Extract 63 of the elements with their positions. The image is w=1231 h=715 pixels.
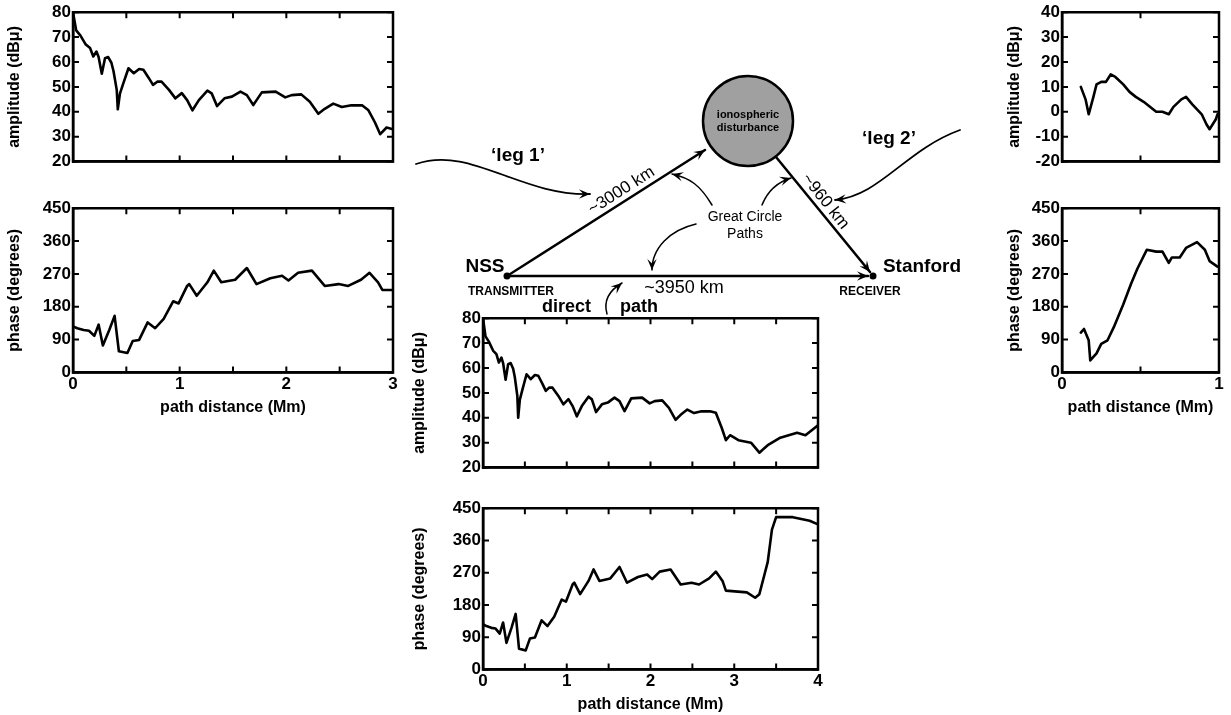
y-tick-label: 60: [52, 51, 71, 71]
text: NSS: [465, 254, 505, 276]
x-tick-label: 3: [729, 671, 739, 691]
y-tick-label: 30: [52, 126, 71, 146]
y-axis-title: amplitude (dBμ): [410, 332, 428, 454]
x-tick-label: 1: [562, 671, 572, 691]
y-tick-label: 50: [462, 382, 481, 402]
y-tick-label: 180: [452, 594, 481, 614]
x-tick-label: 4: [813, 671, 824, 691]
y-tick-label: 270: [42, 263, 71, 283]
x-axis-title: path distance (Mm): [1067, 397, 1214, 415]
x-tick-label: 2: [281, 374, 292, 394]
y-axis-title: amplitude (dBμ): [1005, 26, 1023, 148]
x-tick-label: 2: [645, 671, 656, 691]
y-tick-label: 360: [1031, 230, 1060, 250]
y-tick-label: 40: [52, 101, 71, 121]
y-tick-label: 40: [1041, 1, 1060, 21]
y-tick-label: 360: [42, 230, 71, 250]
text: ionospheric disturbance: [715, 107, 781, 135]
y-tick-label: 10: [1041, 76, 1060, 96]
text: Great Circle Paths: [706, 208, 784, 242]
y-tick-label: 450: [42, 197, 71, 217]
y-tick-label: -10: [1035, 126, 1060, 146]
text: RECEIVER: [839, 284, 901, 298]
y-tick-label: 80: [52, 1, 71, 21]
y-tick-label: 180: [1031, 296, 1060, 316]
y-tick-label: 270: [452, 562, 481, 582]
x-tick-label: 1: [1214, 374, 1224, 394]
x-axis-title: path distance (Mm): [577, 694, 724, 712]
y-tick-label: 40: [462, 407, 481, 427]
y-tick-label: 20: [462, 457, 481, 477]
y-tick-label: 80: [462, 307, 481, 327]
y-tick-label: 0: [1050, 101, 1060, 121]
text: ~3950 km: [644, 277, 724, 297]
x-tick-label: 1: [174, 374, 185, 394]
x-tick-label: 3: [388, 374, 398, 394]
y-tick-label: 20: [1041, 51, 1060, 71]
y-tick-label: 450: [452, 497, 481, 517]
y-tick-label: 90: [1041, 329, 1060, 349]
text: TRANSMITTER: [468, 284, 554, 298]
y-tick-label: 90: [462, 626, 481, 646]
y-tick-label: 180: [42, 296, 71, 316]
y-tick-label: 60: [462, 357, 481, 377]
text: Stanford: [882, 254, 962, 276]
text: ‘leg 1’: [491, 143, 545, 165]
y-axis-title: phase (degrees): [1005, 228, 1023, 352]
y-axis-title: amplitude (dBμ): [5, 26, 23, 148]
y-tick-label: 270: [1031, 263, 1060, 283]
y-tick-label: 360: [452, 530, 481, 550]
text: ‘leg 2’: [862, 126, 916, 148]
y-tick-label: 450: [1031, 197, 1060, 217]
y-tick-label: 20: [52, 151, 71, 171]
y-tick-label: 70: [462, 332, 481, 352]
y-axis-title: phase (degrees): [5, 228, 23, 352]
y-tick-label: 90: [52, 329, 71, 349]
y-tick-label: 30: [462, 432, 481, 452]
y-tick-label: 30: [1041, 26, 1060, 46]
text: direct path: [541, 296, 659, 316]
y-tick-label: -20: [1035, 151, 1060, 171]
y-tick-label: 70: [52, 26, 71, 46]
y-tick-label: 50: [52, 76, 71, 96]
x-axis-title: path distance (Mm): [160, 397, 306, 415]
y-axis-title: phase (degrees): [410, 527, 428, 651]
